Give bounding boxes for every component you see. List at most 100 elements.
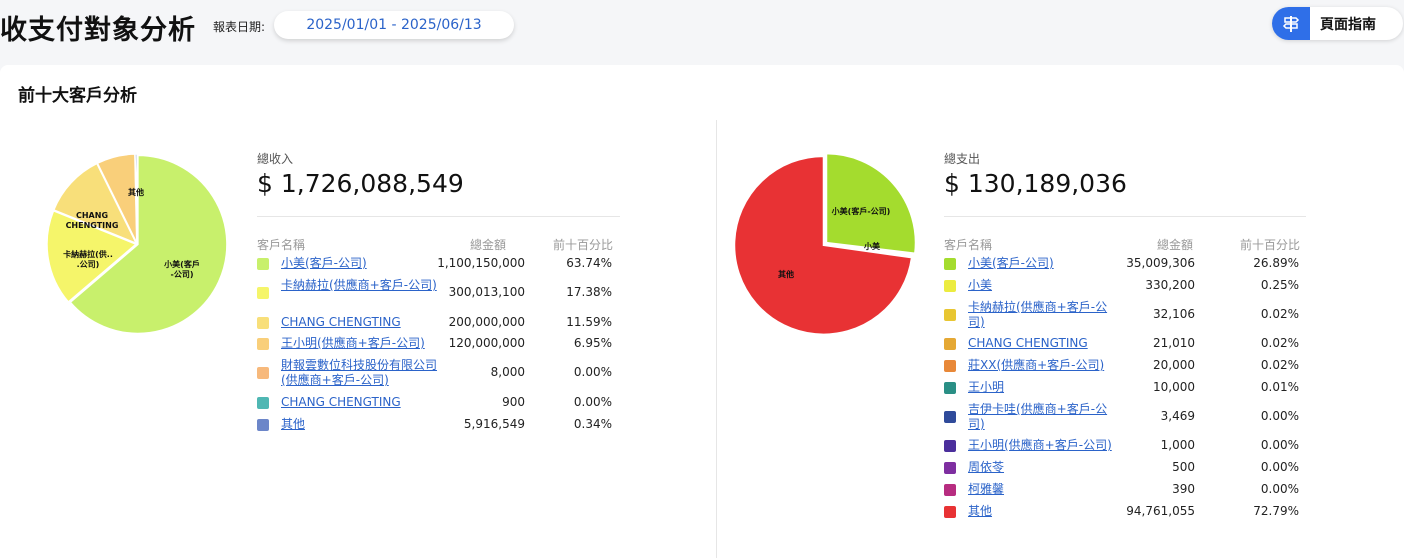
customer-link[interactable]: 柯雅馨: [968, 482, 1005, 496]
legend-swatch: [257, 397, 269, 409]
income-pie-chart[interactable]: 小美(客戶 -公司) 卡納赫拉(供.. .公司) CHANG CHENGTING 其他: [44, 151, 230, 337]
amount-cell: 8,000: [490, 365, 525, 379]
amount-cell: 3,469: [1160, 409, 1195, 423]
expense-divider: [944, 216, 1306, 217]
percent-cell: 0.02%: [1260, 358, 1299, 372]
customer-link[interactable]: 其他: [281, 417, 306, 431]
customer-link[interactable]: 周依苓: [968, 460, 1005, 474]
percent-cell: 0.00%: [1260, 409, 1299, 423]
page-guide-button[interactable]: 頁面指南: [1272, 7, 1403, 40]
amount-cell: 900: [502, 395, 525, 409]
amount-cell: 390: [1172, 482, 1195, 496]
expense-col-amount: 總金額: [1157, 238, 1194, 252]
page-header: 收支付對象分析 報表日期: 2025/01/01 - 2025/06/13 頁面…: [0, 0, 1404, 58]
customer-link[interactable]: 小美(客戶-公司): [968, 256, 1054, 270]
section-title: 前十大客戶分析: [18, 86, 137, 106]
pie-slice-label: 卡納赫拉(供..: [63, 249, 113, 259]
amount-cell: 94,761,055: [1126, 504, 1195, 518]
customer-link[interactable]: 小美: [968, 278, 993, 292]
amount-cell: 1,000: [1160, 438, 1195, 452]
income-col-name: 客戶名稱: [257, 238, 306, 252]
pie-slice-label: 小美(客戶-公司): [831, 206, 891, 216]
expense-summary-label: 總支出: [944, 152, 981, 166]
amount-cell: 300,013,100: [448, 285, 525, 299]
percent-cell: 0.34%: [573, 417, 612, 431]
legend-swatch: [944, 360, 956, 372]
percent-cell: 0.02%: [1260, 336, 1299, 350]
customer-link[interactable]: 卡納赫拉(供應商+客戶-公司): [968, 300, 1108, 329]
percent-cell: 0.02%: [1260, 307, 1299, 321]
customer-link[interactable]: 財報雲數位科技股份有限公司(供應商+客戶-公司): [281, 358, 438, 387]
legend-swatch: [944, 309, 956, 321]
percent-cell: 0.00%: [573, 365, 612, 379]
income-divider: [257, 216, 620, 217]
pie-slice[interactable]: [52, 162, 138, 245]
percent-cell: 0.00%: [573, 395, 612, 409]
legend-swatch: [944, 462, 956, 474]
legend-swatch: [944, 280, 956, 292]
pie-slice[interactable]: [69, 154, 228, 335]
customer-link[interactable]: CHANG CHENGTING: [968, 336, 1088, 350]
income-col-pct: 前十百分比: [553, 238, 614, 252]
legend-swatch: [257, 258, 269, 270]
legend-swatch: [257, 317, 269, 329]
expense-pie-chart[interactable]: 小美(客戶-公司) 小美 其他: [732, 151, 918, 337]
amount-cell: 330,200: [1145, 278, 1195, 292]
pie-slice[interactable]: [826, 243, 916, 258]
pie-slice-label: CHANG: [76, 211, 108, 220]
amount-cell: 120,000,000: [448, 336, 525, 350]
legend-swatch: [944, 506, 956, 518]
customer-link[interactable]: CHANG CHENGTING: [281, 395, 401, 409]
legend-swatch: [257, 287, 269, 299]
income-col-amount: 總金額: [470, 238, 507, 252]
percent-cell: 17.38%: [566, 285, 612, 299]
customer-link[interactable]: CHANG CHENGTING: [281, 315, 401, 329]
amount-cell: 21,010: [1153, 336, 1195, 350]
page-guide-label: 頁面指南: [1320, 16, 1376, 33]
expense-col-name: 客戶名稱: [944, 238, 993, 252]
date-range-picker[interactable]: 2025/01/01 - 2025/06/13: [274, 11, 514, 39]
percent-cell: 0.00%: [1260, 482, 1299, 496]
panel-divider: [716, 120, 717, 558]
percent-cell: 0.25%: [1260, 278, 1299, 292]
customer-link[interactable]: 王小明: [968, 380, 1005, 394]
customer-link[interactable]: 其他: [968, 504, 993, 518]
top-ten-customers-card: 前十大客戶分析 小美(客戶 -公司) 卡納赫拉(供.. .公司) CHANG CHENGT…: [0, 65, 1404, 558]
expense-col-pct: 前十百分比: [1240, 238, 1301, 252]
pie-slice[interactable]: [825, 152, 917, 255]
customer-link[interactable]: 王小明(供應商+客戶-公司): [968, 438, 1112, 452]
amount-cell: 1,100,150,000: [437, 256, 525, 270]
percent-cell: 0.00%: [1260, 460, 1299, 474]
signpost-icon: [1272, 7, 1310, 40]
legend-swatch: [944, 440, 956, 452]
customer-link[interactable]: 卡納赫拉(供應商+客戶-公司): [281, 278, 437, 292]
legend-swatch: [257, 367, 269, 379]
amount-cell: 35,009,306: [1126, 256, 1195, 270]
report-date-label: 報表日期:: [213, 20, 266, 34]
legend-swatch: [944, 258, 956, 270]
legend-swatch: [944, 338, 956, 350]
pie-slice-label: .公司): [77, 260, 100, 269]
pie-slice[interactable]: [134, 153, 138, 244]
customer-link[interactable]: 吉伊卡哇(供應商+客戶-公司): [968, 402, 1108, 431]
pie-slice-label: CHENGTING: [66, 221, 119, 230]
customer-link[interactable]: 小美(客戶-公司): [281, 256, 367, 270]
percent-cell: 72.79%: [1253, 504, 1299, 518]
customer-link[interactable]: 莊XX(供應商+客戶-公司): [968, 358, 1105, 372]
amount-cell: 500: [1172, 460, 1195, 474]
income-summary-value: $ 1,726,088,549: [257, 169, 464, 198]
pie-slice-label: 小美: [863, 241, 881, 251]
amount-cell: 200,000,000: [448, 315, 525, 329]
amount-cell: 10,000: [1153, 380, 1195, 394]
pie-slice-label: 其他: [128, 187, 144, 197]
legend-swatch: [944, 484, 956, 496]
legend-swatch: [257, 338, 269, 350]
page-title: 收支付對象分析: [0, 15, 196, 46]
pie-slice[interactable]: [733, 155, 913, 336]
percent-cell: 0.00%: [1260, 438, 1299, 452]
pie-slice[interactable]: [46, 209, 138, 304]
percent-cell: 63.74%: [566, 256, 612, 270]
customer-link[interactable]: 王小明(供應商+客戶-公司): [281, 336, 425, 350]
